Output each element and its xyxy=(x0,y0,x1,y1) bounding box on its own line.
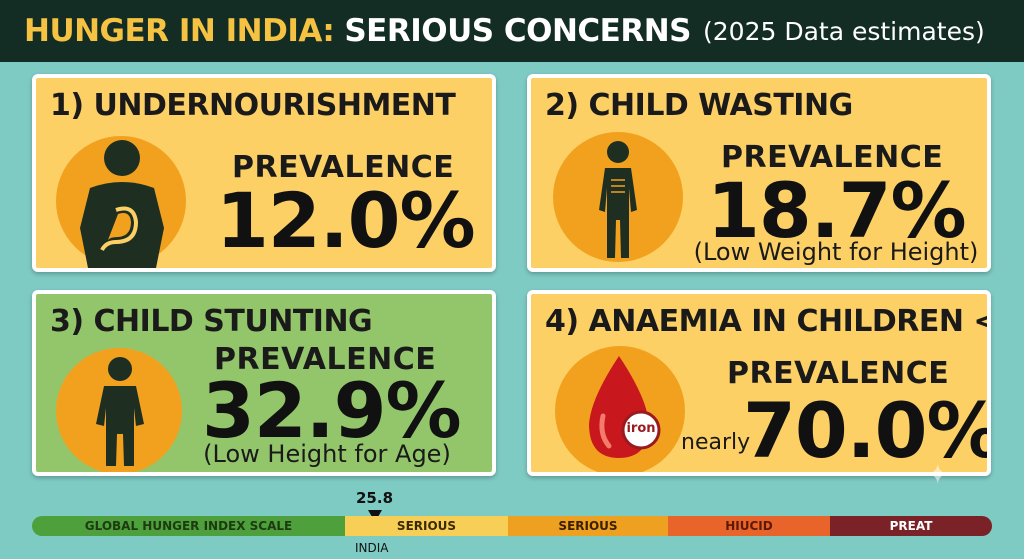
prevalence-label: PREVALENCE xyxy=(214,342,437,377)
prevalence-note: (Low Height for Age) xyxy=(203,440,451,468)
card-title: 4) ANAEMIA IN CHILDREN <5 xyxy=(545,304,991,339)
hunger-index-scale: GLOBAL HUNGER INDEX SCALE SERIOUS SERIOU… xyxy=(32,516,992,536)
prevalence-prefix: nearly xyxy=(681,430,751,455)
card-title: 1) UNDERNOURISHMENT xyxy=(50,88,456,123)
header-bar: HUNGER IN INDIA: SERIOUS CONCERNS (2025 … xyxy=(0,0,1024,62)
prevalence-value: 70.0% xyxy=(743,386,991,475)
prevalence-value: 18.7% xyxy=(707,166,967,255)
card-undernourishment: 1) UNDERNOURISHMENT PREVALENCE 12.0% xyxy=(32,74,496,272)
thin-child-icon xyxy=(599,141,637,258)
prevalence-value: 32.9% xyxy=(202,366,462,455)
card-child-wasting: 2) CHILD WASTING PREVALENCE 18.7% (Low W… xyxy=(527,74,991,272)
page-title: SERIOUS CONCERNS xyxy=(344,13,691,49)
scale-segment: GLOBAL HUNGER INDEX SCALE xyxy=(32,516,345,536)
scale-segment: SERIOUS xyxy=(345,516,508,536)
prevalence-label: PREVALENCE xyxy=(232,150,455,185)
scale-segment: SERIOUS xyxy=(508,516,668,536)
title-note: (2025 Data estimates) xyxy=(703,16,985,46)
prevalence-label: PREVALENCE xyxy=(727,356,950,391)
scale-segment: PREAT xyxy=(830,516,992,536)
iron-label: iron xyxy=(626,421,656,436)
card-title: 2) CHILD WASTING xyxy=(545,88,853,123)
prevalence-label: PREVALENCE xyxy=(721,140,944,175)
prevalence-note: (Low Weight for Height) xyxy=(693,238,979,266)
person-stomach-icon xyxy=(80,140,164,268)
marker-label: INDIA xyxy=(355,541,389,555)
sparkle-icon: ✦ xyxy=(926,458,950,491)
prevalence-value: 12.0% xyxy=(216,176,476,265)
marker-value: 25.8 xyxy=(356,489,394,507)
title-highlight: HUNGER IN INDIA: xyxy=(24,13,335,49)
card-anaemia: 4) ANAEMIA IN CHILDREN <5 iron PREVALENC… xyxy=(527,290,991,476)
scale-segment: HIUCID xyxy=(668,516,830,536)
blood-drop-iron-icon xyxy=(589,356,661,458)
child-icon xyxy=(96,357,144,466)
card-child-stunting: 3) CHILD STUNTING PREVALENCE 32.9% (Low … xyxy=(32,290,496,476)
card-title: 3) CHILD STUNTING xyxy=(50,304,373,339)
